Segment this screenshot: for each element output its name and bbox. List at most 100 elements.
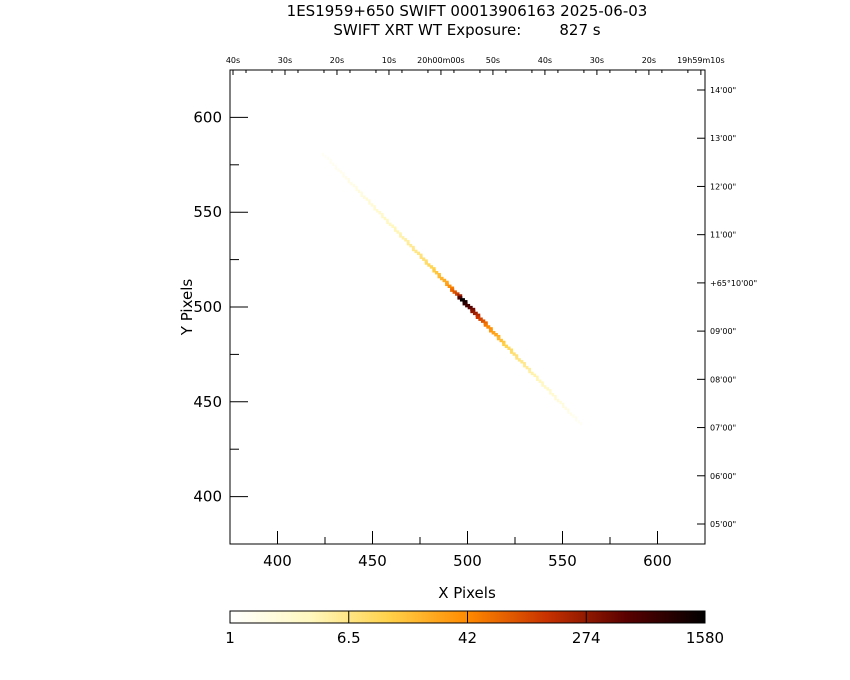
streak-pixel <box>347 180 350 184</box>
streak-pixel <box>355 187 358 192</box>
streak-pixel <box>393 228 397 232</box>
streak-pixel <box>507 346 511 350</box>
streak-pixel <box>559 400 562 405</box>
y-tick-label: 400 <box>193 488 222 506</box>
streak-pixel <box>373 207 376 211</box>
dec-tick-label: 12'00" <box>710 182 736 191</box>
streak-pixel <box>393 226 397 230</box>
streak-pixel <box>515 354 519 358</box>
streak-pixel <box>434 271 439 275</box>
streak-pixel <box>334 166 337 170</box>
streak-pixel <box>332 162 335 166</box>
streak-pixel <box>496 334 501 339</box>
x-axis-label: X Pixels <box>438 584 496 602</box>
streak-pixel <box>462 302 468 306</box>
streak-pixel <box>411 245 415 250</box>
streak-pixel <box>352 183 356 188</box>
x-tick-label: 550 <box>548 552 577 570</box>
streak-pixel <box>445 280 449 285</box>
colorbar-tick-label: 42 <box>458 629 477 647</box>
streak-pixel <box>549 391 552 395</box>
streak-pixel <box>515 356 519 360</box>
streak-pixel <box>533 373 537 378</box>
streak-pixel <box>360 193 363 197</box>
chart-subtitle: SWIFT XRT WT Exposure: 827 s <box>333 21 600 39</box>
streak-pixel <box>450 286 455 290</box>
streak-pixel <box>462 300 468 304</box>
streak-pixel <box>409 243 413 248</box>
streak-pixel <box>572 414 575 418</box>
streak-pixel <box>459 298 465 302</box>
streak-pixel <box>564 406 567 410</box>
streak-pixel <box>465 303 471 308</box>
streak-pixel <box>396 230 400 234</box>
streak-pixel <box>411 247 415 252</box>
streak-pixel <box>546 387 549 391</box>
dec-tick-label: 11'00" <box>710 231 736 240</box>
streak-pixel <box>480 319 486 323</box>
streak-pixel <box>475 315 481 319</box>
streak-pixel <box>569 412 573 416</box>
streak-pixel <box>324 154 327 159</box>
streak-pixel <box>360 191 363 196</box>
ra-tick-label: 20s <box>642 56 656 65</box>
streak-pixel <box>523 363 526 368</box>
streak-pixel <box>450 288 455 292</box>
streak-pixel <box>337 168 340 172</box>
ra-tick-label: 40s <box>538 56 552 65</box>
streak-pixel <box>334 164 337 168</box>
colorbar-tick-label: 1 <box>225 629 235 647</box>
streak-pixel <box>445 282 449 287</box>
colorbar-tick-label: 1580 <box>686 629 724 647</box>
streak-pixel <box>350 181 353 186</box>
streak-pixel <box>368 199 371 203</box>
dec-tick-label: +65°10'00" <box>710 279 757 288</box>
streak-pixel <box>375 209 379 213</box>
streak-pixel <box>381 214 384 219</box>
streak-pixel <box>488 327 493 331</box>
y-tick-label: 450 <box>193 393 222 411</box>
ra-tick-label: 30s <box>590 56 604 65</box>
streak-pixel <box>499 338 503 343</box>
x-tick-label: 600 <box>643 552 672 570</box>
streak-pixel <box>440 276 444 281</box>
dec-tick-label: 06'00" <box>710 472 736 481</box>
chart-title: 1ES1959+650 SWIFT 00013906163 2025-06-03 <box>287 2 648 20</box>
streak-pixel <box>510 350 514 354</box>
streak-pixel <box>414 249 418 254</box>
streak-pixel <box>437 272 441 277</box>
ra-tick-label: 20s <box>330 56 344 65</box>
streak-pixel <box>406 241 410 246</box>
streak-pixel <box>530 371 534 376</box>
ra-tick-label: 50s <box>486 56 500 65</box>
streak-pixel <box>551 393 555 397</box>
streak-pixel <box>483 323 488 327</box>
colorbar-tick-label: 274 <box>572 629 601 647</box>
streak-pixel <box>437 274 441 279</box>
streak-pixel <box>577 420 580 424</box>
streak-pixel <box>554 396 557 401</box>
streak-pixel <box>365 197 369 201</box>
streak-pixel <box>536 377 539 381</box>
streak-pixel <box>562 404 565 409</box>
streak-pixel <box>528 369 532 374</box>
streak-pixel <box>575 416 578 420</box>
streak-pixel <box>329 158 332 163</box>
x-tick-label: 400 <box>263 552 292 570</box>
streak-pixel <box>528 367 532 372</box>
streak-pixel <box>342 174 345 178</box>
streak-pixel <box>342 172 345 176</box>
streak-pixel <box>538 379 542 383</box>
streak-pixel <box>567 408 570 412</box>
streak-pixel <box>388 222 392 227</box>
streak-pixel <box>486 325 491 329</box>
streak-pixel <box>401 236 405 240</box>
streak-pixel <box>548 389 552 393</box>
streak-pixel <box>520 360 524 364</box>
streak-pixel <box>470 307 476 312</box>
streak-pixel <box>556 398 560 403</box>
x-tick-label: 450 <box>358 552 387 570</box>
streak-pixel <box>339 170 343 174</box>
streak-pixel <box>417 251 420 256</box>
